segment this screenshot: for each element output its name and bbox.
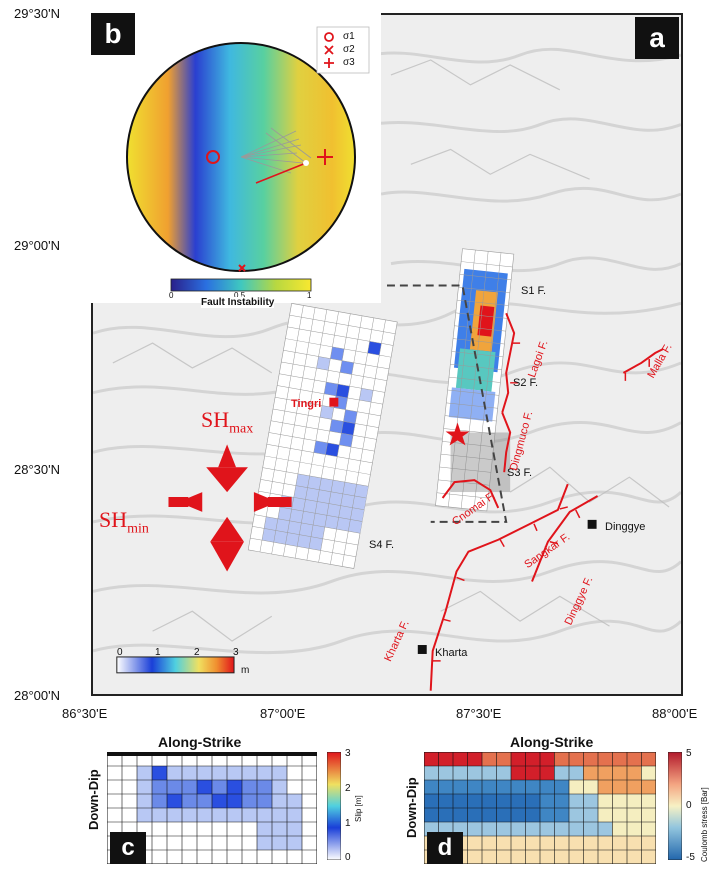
stereonet bbox=[126, 26, 370, 292]
dinggye-marker bbox=[587, 519, 597, 529]
instability-tick-05: 0.5 bbox=[234, 291, 246, 300]
lat-label-2930: 29°30'N bbox=[14, 6, 60, 21]
instability-tick-0: 0 bbox=[169, 291, 174, 300]
panel-d-cbar-tick-0: 0 bbox=[686, 800, 692, 811]
s1-s3-slip-grid bbox=[435, 248, 515, 512]
tingri-marker bbox=[329, 397, 339, 407]
s4-fault-label: S4 F. bbox=[369, 539, 395, 551]
panel-c-cbar-tick-3: 3 bbox=[345, 748, 351, 759]
active-faults bbox=[429, 312, 664, 691]
sigma2-legend: σ2 bbox=[343, 44, 355, 55]
panel-label-b: b bbox=[91, 13, 135, 55]
panel-d-title: Along-Strike bbox=[510, 734, 594, 750]
lon-label-8730: 87°30'E bbox=[456, 706, 502, 721]
sigma1-legend: σ1 bbox=[343, 31, 355, 42]
study-area-outline bbox=[387, 284, 508, 523]
lat-label-2900: 29°00'N bbox=[14, 238, 60, 253]
kharta-marker bbox=[417, 645, 427, 654]
sigma3-legend: σ3 bbox=[343, 57, 355, 68]
panel-c-cbar-tick-1: 1 bbox=[345, 818, 351, 829]
lat-label-2830: 28°30'N bbox=[14, 462, 60, 477]
panel-d-cbar-tick-5: 5 bbox=[686, 748, 692, 759]
epicenter-star bbox=[445, 422, 470, 446]
panel-c-slip-grid bbox=[107, 752, 317, 864]
panel-label-d: d bbox=[427, 832, 463, 864]
lat-label-2800: 28°00'N bbox=[14, 688, 60, 703]
panel-c-colorbar bbox=[327, 752, 341, 860]
panel-label-c: c bbox=[110, 832, 146, 864]
panel-c-cbar-label: Slip [m] bbox=[354, 795, 363, 822]
lon-label-8630: 86°30'E bbox=[62, 706, 108, 721]
panel-c-cbar-tick-2: 2 bbox=[345, 783, 351, 794]
panel-d-cbar-tick-neg5: -5 bbox=[686, 852, 695, 863]
slip-tick-1: 1 bbox=[155, 647, 161, 658]
panel-c-cbar-tick-0: 0 bbox=[345, 852, 351, 863]
lon-label-8700: 87°00'E bbox=[260, 706, 306, 721]
stereonet-panel-b: σ1 σ2 σ3 0 0.5 1 Fault Instability b bbox=[91, 13, 381, 308]
kharta-label: Kharta bbox=[435, 647, 468, 659]
slip-colorbar-map bbox=[116, 656, 235, 674]
fault-ticks bbox=[432, 342, 650, 662]
s2-fault-label: S2 F. bbox=[513, 377, 539, 389]
shmax-label: SHmax bbox=[201, 407, 254, 437]
s3-fault-label: S3 F. bbox=[507, 467, 533, 479]
instability-label: Fault Instability bbox=[201, 297, 275, 308]
stress-arrows bbox=[168, 444, 292, 572]
shmin-label: SHmin bbox=[99, 507, 149, 537]
slip-tick-3: 3 bbox=[233, 647, 239, 658]
panel-d-colorbar bbox=[668, 752, 682, 860]
lon-label-8800: 88°00'E bbox=[652, 706, 698, 721]
slip-tick-0: 0 bbox=[117, 647, 123, 658]
slip-unit: m bbox=[241, 665, 250, 676]
panel-label-a: a bbox=[635, 17, 679, 59]
slip-tick-2: 2 bbox=[194, 647, 200, 658]
panel-c-title: Along-Strike bbox=[158, 734, 242, 750]
instability-tick-1: 1 bbox=[307, 291, 312, 300]
dinggye-label: Dinggye bbox=[605, 521, 646, 533]
panel-c-ylabel: Down-Dip bbox=[86, 769, 101, 830]
panel-d-ylabel: Down-Dip bbox=[404, 777, 419, 838]
panel-d-cbar-label: Coulomb stress [Bar] bbox=[700, 787, 709, 862]
s1-fault-label: S1 F. bbox=[521, 285, 547, 297]
tingri-label: Tingri bbox=[291, 398, 322, 410]
